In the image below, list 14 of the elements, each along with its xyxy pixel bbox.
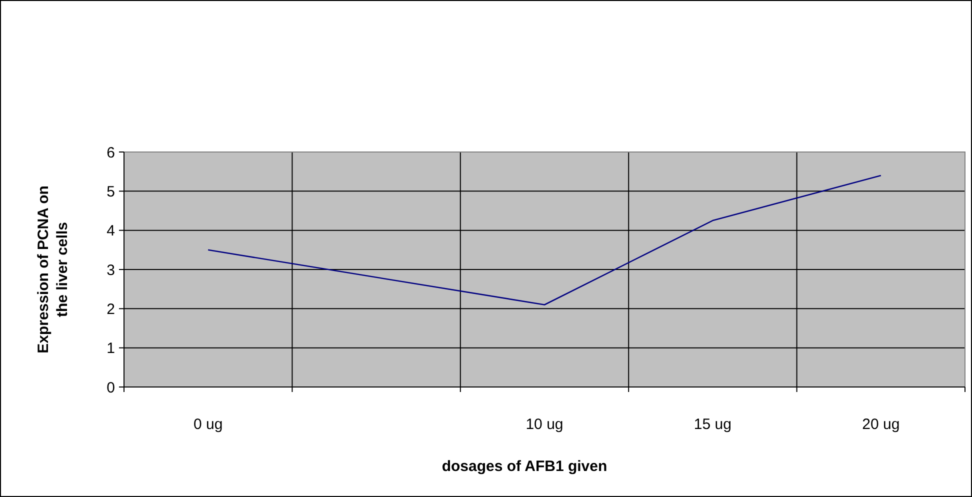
x-axis-title: dosages of AFB1 given bbox=[442, 458, 608, 475]
x-tick-label: 15 ug bbox=[694, 416, 732, 433]
y-tick-label: 0 bbox=[106, 379, 115, 396]
line-series bbox=[207, 174, 882, 306]
y-tick-label: 6 bbox=[106, 144, 115, 162]
y-tick-label: 1 bbox=[106, 340, 115, 358]
y-axis-title: Expression of PCNA on the liver cells bbox=[35, 186, 71, 354]
y-tick-label: 4 bbox=[106, 222, 115, 240]
y-tick-label: 2 bbox=[106, 300, 115, 318]
y-tick-label: 5 bbox=[106, 183, 115, 200]
x-tick-label: 10 ug bbox=[526, 416, 564, 433]
y-tick-label: 3 bbox=[106, 262, 115, 279]
x-tick-label: 20 ug bbox=[862, 416, 900, 433]
x-tick-label: 0 ug bbox=[194, 416, 223, 433]
